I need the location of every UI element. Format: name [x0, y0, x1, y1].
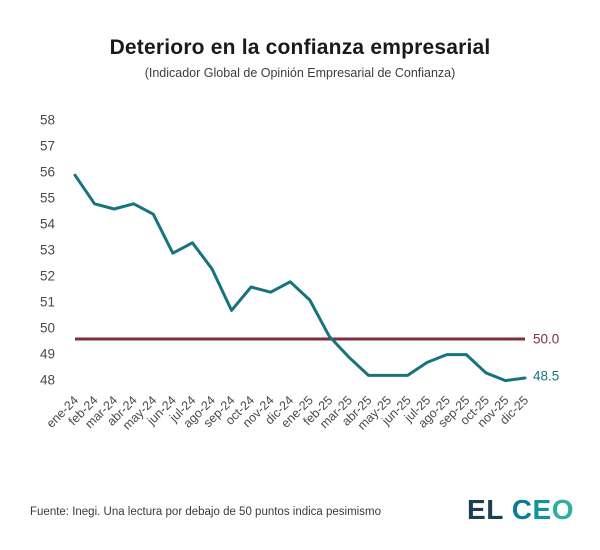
y-tick-label: 49	[40, 347, 55, 362]
chart-subtitle: (Indicador Global de Opinión Empresarial…	[144, 66, 456, 80]
chart-footer: Fuente: Inegi. Una lectura por debajo de…	[0, 494, 600, 550]
latest-value-label: 48.5	[533, 369, 559, 384]
y-tick-label: 55	[40, 191, 55, 206]
y-tick-label: 50	[40, 321, 55, 336]
chart-title: Deterioro en la confianza empresarial	[109, 36, 491, 59]
elceo-logo: EL CEO	[467, 494, 574, 526]
y-tick-label: 53	[40, 243, 55, 258]
y-tick-label: 57	[40, 139, 55, 154]
y-tick-label: 54	[40, 217, 56, 232]
y-tick-label: 51	[40, 295, 55, 310]
reference-value-label: 50.0	[533, 332, 559, 347]
y-tick-label: 52	[40, 269, 55, 284]
y-tick-label: 58	[40, 113, 55, 128]
confidence-series-line	[73, 173, 527, 383]
logo-o: O	[551, 494, 574, 525]
chart-header: Deterioro en la confianza empresarial (I…	[0, 36, 600, 80]
source-note: Fuente: Inegi. Una lectura por debajo de…	[30, 506, 381, 518]
y-tick-label: 56	[40, 165, 55, 180]
logo-el: EL	[467, 494, 504, 525]
logo-e: E	[532, 494, 552, 525]
logo-c: C	[511, 494, 533, 525]
y-tick-label: 48	[40, 373, 55, 388]
